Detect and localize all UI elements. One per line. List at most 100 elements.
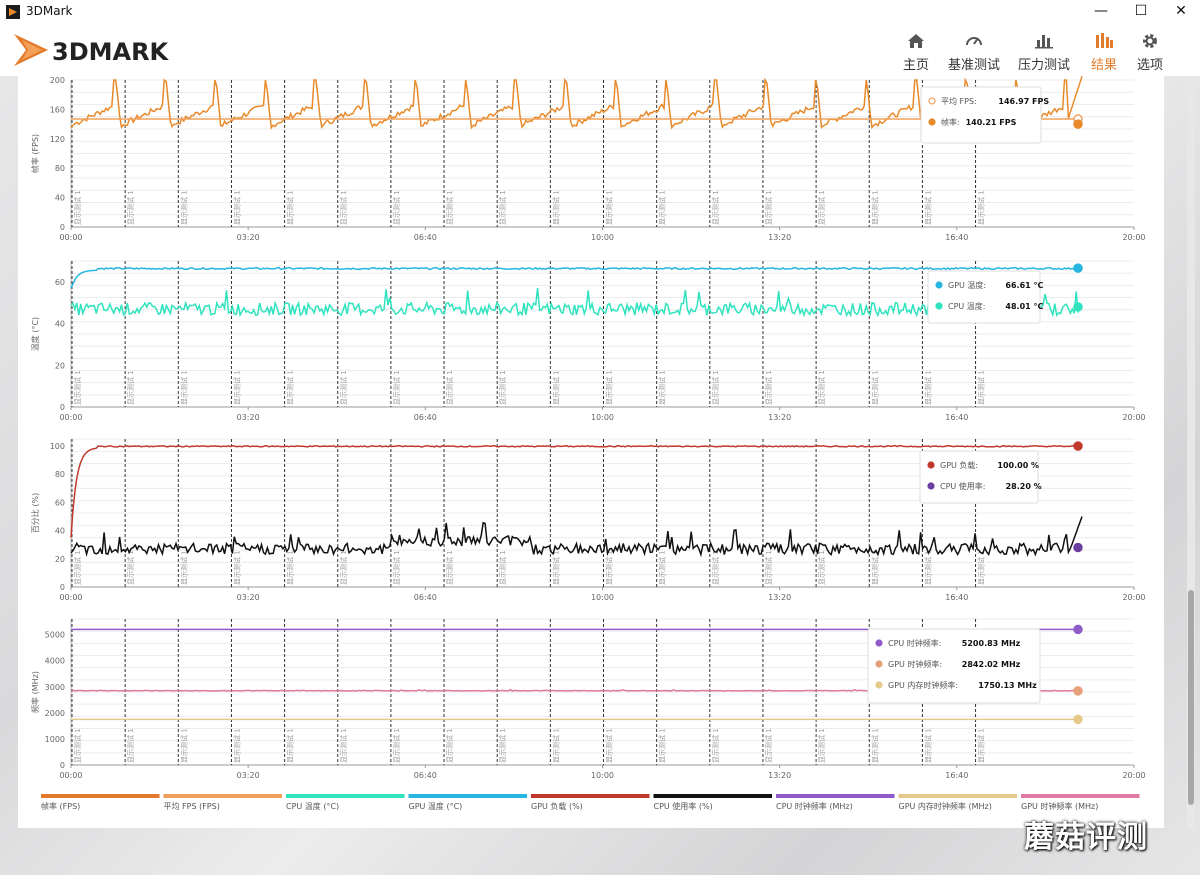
tooltip-label: CPU 时钟频率: [888,638,942,648]
loop-marker-label: 显示测试 1 [870,190,879,225]
tooltip-label: 帧率: [941,117,960,127]
loop-marker-label: 显示测试 1 [658,728,667,763]
y-tick-label: 200 [50,76,65,85]
x-tick-label: 20:00 [1122,593,1145,602]
tooltip-value: 28.20 % [1006,482,1042,491]
legend-label: CPU 温度 (°C) [286,801,339,811]
legend-label: 平均 FPS (FPS) [164,801,220,811]
loop-marker-label: 显示测试 1 [551,728,560,763]
legend-label: GPU 时钟频率 (MHz) [1021,801,1098,811]
x-tick-label: 10:00 [591,413,614,422]
loop-marker-label: 显示测试 1 [977,550,986,585]
loop-marker-label: 显示测试 1 [551,550,560,585]
loop-marker-label: 显示测试 1 [392,370,401,405]
loop-marker-label: 显示测试 1 [286,550,295,585]
loop-marker-label: 显示测试 1 [923,370,932,405]
tooltip-value: 140.21 FPS [966,118,1017,127]
loop-marker-label: 显示测试 1 [126,550,135,585]
x-tick-label: 20:00 [1122,771,1145,780]
legend-swatch [1021,794,1140,798]
loop-marker-label: 显示测试 1 [923,728,932,763]
x-tick-label: 13:20 [768,593,791,602]
x-tick-label: 03:20 [237,233,260,242]
loop-marker-label: 显示测试 1 [179,728,188,763]
chart-panel-2: 0 20 40 60 温度 (°C) 00:00 03:20 06:40 10:00 13:20 1… [30,260,1146,422]
app-icon [6,5,20,19]
maximize-button[interactable]: ☐ [1134,3,1148,19]
y-tick-label: 0 [60,223,65,232]
loop-marker-label: 显示测试 1 [711,190,720,225]
loop-marker-label: 显示测试 1 [445,370,454,405]
tooltip-value: 66.61 °C [1005,281,1043,290]
chart-panel-1: 0 40 80 120 160 200 帧率 (FPS) 00:00 03:20 06:40 10:… [30,76,1146,242]
tooltip-value: 100.00 % [997,461,1039,470]
loop-marker-label: 显示测试 1 [817,370,826,405]
legend-label: CPU 使用率 (%) [654,801,713,811]
x-tick-label: 16:40 [945,593,968,602]
tooltip-swatch [927,482,935,490]
legend-swatch [163,794,282,798]
3dmark-logo[interactable]: 3DMARK [14,30,189,70]
end-marker [1073,714,1083,725]
loop-marker-label: 显示测试 1 [392,728,401,763]
loop-marker-label: 显示测试 1 [605,190,614,225]
loop-marker-label: 显示测试 1 [764,550,773,585]
y-tick-label: 0 [60,403,65,412]
y-tick-label: 160 [50,105,65,114]
loop-marker-label: 显示测试 1 [232,728,241,763]
nav-home[interactable]: 主页 [898,24,934,76]
watermark-text: 蘑菇评测 [1024,820,1148,855]
tooltip-swatch [875,681,883,689]
y-axis-label: 帧率 (FPS) [30,134,40,173]
loop-marker-label: 显示测试 1 [977,728,986,763]
loop-marker-label: 显示测试 1 [605,550,614,585]
scrollbar-thumb[interactable] [1188,590,1194,805]
legend-swatch [898,794,1017,798]
nav-results[interactable]: 结果 [1086,24,1122,76]
legend-swatch [653,794,772,798]
loop-marker-label: 显示测试 1 [764,190,773,225]
tooltip-label: 平均 FPS: [941,96,977,106]
x-tick-label: 00:00 [59,413,82,422]
tooltip-label: GPU 温度: [948,280,986,290]
y-tick-label: 40 [55,194,65,203]
y-tick-label: 40 [55,320,65,329]
loop-marker-label: 显示测试 1 [286,728,295,763]
minimize-button[interactable]: — [1094,3,1108,19]
x-tick-label: 06:40 [414,771,437,780]
y-tick-label: 4000 [45,657,65,666]
gauge-icon [966,37,982,46]
loop-marker-label: 显示测试 1 [923,550,932,585]
scrollbar-track[interactable] [1187,76,1195,828]
nav-options[interactable]: 选项 [1132,24,1168,76]
loop-marker-label: 显示测试 1 [870,728,879,763]
legend-swatch [776,794,895,798]
loop-marker-label: 显示测试 1 [445,190,454,225]
y-tick-label: 2000 [45,709,65,718]
home-icon [908,34,924,48]
loop-marker-label: 显示测试 1 [658,550,667,585]
loop-marker-label: 显示测试 1 [179,370,188,405]
loop-marker-label: 显示测试 1 [445,728,454,763]
tooltip-swatch [875,660,883,668]
loop-marker-label: 显示测试 1 [498,370,507,405]
y-tick-label: 3000 [45,683,65,692]
loop-marker-label: 显示测试 1 [870,550,879,585]
x-tick-label: 10:00 [591,233,614,242]
legend-label: 帧率 (FPS) [41,801,80,811]
nav-stress-tests-label: 压力测试 [1017,58,1070,73]
tooltip-swatch [927,461,935,469]
legend-swatch [286,794,405,798]
series-line-cpu_usage [70,516,1083,558]
tooltip-value: 1750.13 MHz [978,681,1037,690]
nav-benchmarks[interactable]: 基准测试 [944,24,1004,76]
loop-marker-label: 显示测试 1 [977,370,986,405]
loop-marker-label: 显示测试 1 [126,728,135,763]
loop-marker-label: 显示测试 1 [73,190,82,225]
x-tick-label: 16:40 [945,771,968,780]
results-icon [1096,33,1113,48]
nav-stress-tests[interactable]: 压力测试 [1014,24,1074,76]
loop-marker-label: 显示测试 1 [126,190,135,225]
close-button[interactable]: ✕ [1175,3,1187,19]
x-tick-label: 06:40 [414,593,437,602]
